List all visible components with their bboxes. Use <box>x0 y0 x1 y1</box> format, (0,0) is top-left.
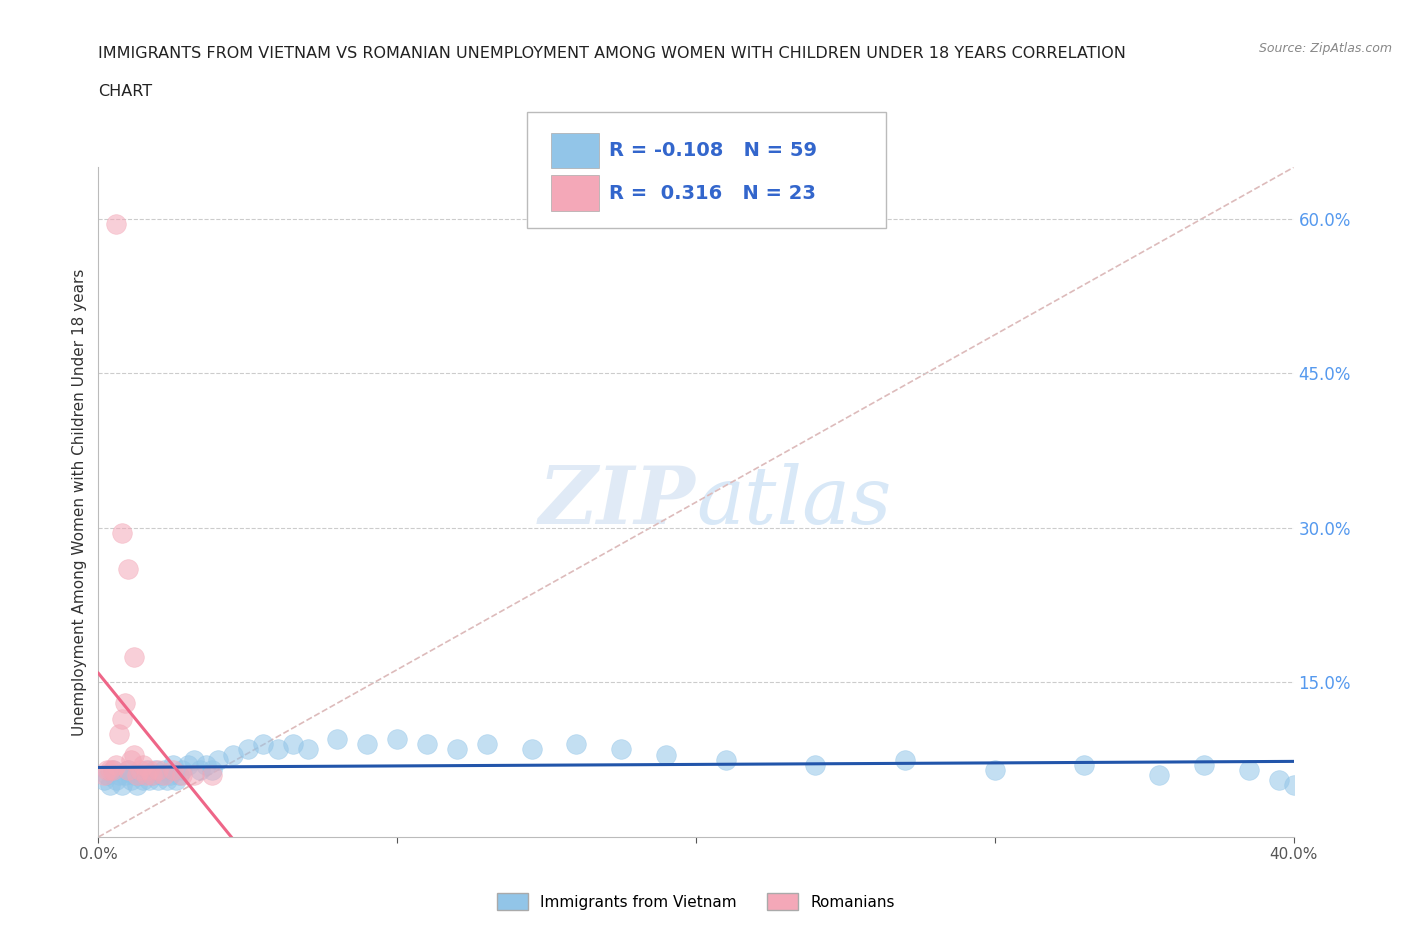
Point <box>93 768 115 783</box>
Point <box>520 742 543 757</box>
Text: CHART: CHART <box>98 84 152 99</box>
Point <box>201 763 224 777</box>
Point <box>129 763 152 777</box>
Point <box>117 763 139 777</box>
Point <box>1267 773 1289 788</box>
Point <box>124 768 146 783</box>
Point <box>655 747 678 762</box>
Point <box>385 732 409 747</box>
Point <box>188 763 211 777</box>
Point <box>207 752 229 767</box>
Point <box>475 737 498 751</box>
Point <box>983 763 1005 777</box>
Point <box>267 742 290 757</box>
Point <box>141 768 163 783</box>
Point <box>153 768 176 783</box>
Text: atlas: atlas <box>696 463 891 541</box>
Point <box>165 773 187 788</box>
Point <box>446 742 468 757</box>
Point <box>96 768 118 783</box>
Point <box>138 763 160 777</box>
Point <box>148 773 170 788</box>
Point <box>153 763 176 777</box>
Point <box>297 742 319 757</box>
Text: ZIP: ZIP <box>538 463 696 541</box>
Point <box>124 747 146 762</box>
Point <box>103 763 125 777</box>
Point <box>252 737 274 751</box>
Point <box>135 763 157 777</box>
Point <box>117 763 139 777</box>
Text: R = -0.108   N = 59: R = -0.108 N = 59 <box>609 141 817 160</box>
Point <box>565 737 588 751</box>
Point <box>108 768 131 783</box>
Point <box>120 773 142 788</box>
Text: IMMIGRANTS FROM VIETNAM VS ROMANIAN UNEMPLOYMENT AMONG WOMEN WITH CHILDREN UNDER: IMMIGRANTS FROM VIETNAM VS ROMANIAN UNEM… <box>98 46 1126 61</box>
Point <box>117 562 139 577</box>
Point <box>124 649 146 664</box>
Text: Source: ZipAtlas.com: Source: ZipAtlas.com <box>1258 42 1392 55</box>
Point <box>135 768 157 783</box>
Point <box>114 696 136 711</box>
Point <box>183 752 205 767</box>
Point <box>114 768 136 783</box>
Point <box>132 757 155 772</box>
Point <box>150 768 173 783</box>
Point <box>714 752 737 767</box>
Point <box>167 768 190 783</box>
Point <box>111 525 134 540</box>
Point <box>201 768 224 783</box>
Point <box>162 757 184 772</box>
Point <box>127 768 149 783</box>
Point <box>610 742 633 757</box>
Point <box>194 757 218 772</box>
Point <box>172 768 194 783</box>
Point <box>1237 763 1260 777</box>
Point <box>111 711 134 726</box>
Point <box>356 737 378 751</box>
Point <box>105 757 128 772</box>
Point <box>120 752 142 767</box>
Point <box>326 732 349 747</box>
Point <box>236 742 259 757</box>
Point <box>183 768 205 783</box>
Point <box>1192 757 1215 772</box>
Point <box>894 752 917 767</box>
Point <box>138 773 160 788</box>
Point <box>127 778 149 793</box>
Point <box>141 768 163 783</box>
Point <box>281 737 304 751</box>
Point <box>177 757 200 772</box>
Point <box>159 768 181 783</box>
Point <box>1282 778 1305 793</box>
Point <box>162 763 184 777</box>
Text: R =  0.316   N = 23: R = 0.316 N = 23 <box>609 184 815 203</box>
Point <box>129 768 152 783</box>
Point <box>96 763 118 777</box>
Point <box>143 763 166 777</box>
Point <box>222 747 245 762</box>
Point <box>156 773 179 788</box>
Point <box>105 773 128 788</box>
Point <box>93 773 115 788</box>
Point <box>416 737 439 751</box>
Point <box>172 763 194 777</box>
Point <box>103 763 125 777</box>
Point <box>132 773 155 788</box>
Point <box>148 763 170 777</box>
Point <box>1147 768 1170 783</box>
Point <box>98 778 122 793</box>
Point <box>111 778 134 793</box>
Point <box>1073 757 1095 772</box>
Point <box>804 757 827 772</box>
Point <box>108 726 131 741</box>
Point <box>98 763 122 777</box>
Point <box>105 217 128 232</box>
Legend: Immigrants from Vietnam, Romanians: Immigrants from Vietnam, Romanians <box>491 886 901 916</box>
Y-axis label: Unemployment Among Women with Children Under 18 years: Unemployment Among Women with Children U… <box>72 269 87 736</box>
